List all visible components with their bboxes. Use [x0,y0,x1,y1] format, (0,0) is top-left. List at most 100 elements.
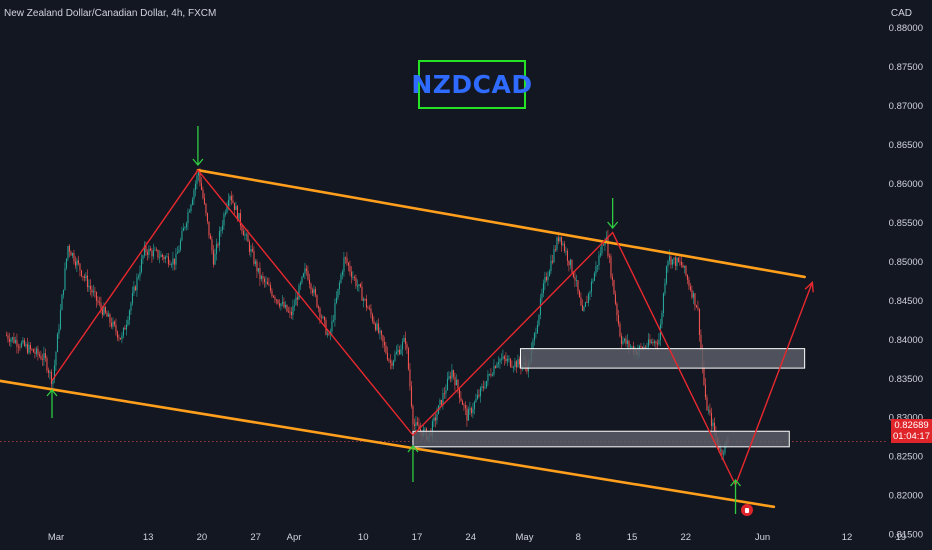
candle-body [272,296,275,297]
candle-body [653,341,656,344]
candle-body [578,290,581,298]
candle-body [304,268,306,274]
candle-body [13,337,15,343]
candle-body [484,387,486,389]
candle-body [155,249,158,251]
candle-body [196,175,198,184]
candle-body [541,293,543,299]
candle-body [229,196,231,200]
candle-body [118,337,120,339]
candle-body [539,298,542,315]
candle-body [695,305,698,308]
candle-body [76,260,78,266]
candle-body [503,356,506,359]
candle-body [722,453,725,455]
candle-body [16,340,18,347]
candle-body [587,293,590,303]
candle-body [431,421,434,436]
candle-body [130,303,132,311]
candle-body [460,397,462,401]
candle-body [667,260,669,267]
candle-body [70,251,72,256]
candle-body [287,311,290,313]
candle-body [187,212,189,224]
candle-body [8,339,11,342]
candle-body [553,249,555,263]
candle-body [704,384,707,398]
candle-body [350,271,353,278]
candle-body [278,303,281,307]
candle-body [668,256,671,261]
candle-body [379,330,381,333]
candle-body [344,257,347,259]
candle-body [383,341,386,346]
candle-body [250,249,252,252]
candle-body [466,408,468,421]
candle-body [145,245,147,252]
candle-body [352,277,354,278]
candle-body [251,249,254,252]
candle-body [152,250,155,257]
candle-body [544,277,546,284]
candle-body [526,365,528,372]
candle-body [358,284,360,286]
candle-body [133,286,135,294]
candle-body [284,304,287,308]
candle-body [226,205,228,213]
y-tick-label: 0.86000 [889,179,923,190]
candle-body [619,323,621,337]
candle-body [14,340,17,343]
candle-body [203,198,206,204]
candle-body [395,351,398,355]
candle-body [397,349,399,352]
candle-body [652,342,654,344]
candle-body [107,314,110,317]
candle-body [599,253,602,256]
signal-arrowhead [192,158,204,167]
last-price-tag: 0.82689 01:04:17 [891,419,932,443]
candle-body [94,291,96,293]
candle-body [457,379,459,390]
candle-body [224,212,227,215]
candle-body [692,293,695,298]
candle-body [337,288,339,298]
candle-body [173,258,176,265]
candle-body [95,291,98,301]
candle-body [52,379,54,385]
candle-body [256,261,258,272]
candle-body [703,366,705,385]
candle-body [364,298,366,300]
candle-body [601,244,603,254]
candle-body [452,370,455,377]
candle-body [473,402,476,409]
candle-body [536,324,539,334]
candle-body [440,400,443,405]
candle-body [356,285,359,287]
candle-body [496,364,498,368]
candle-body [533,333,536,341]
candle-body [494,366,497,368]
candle-body [169,264,171,265]
candle-body [719,449,722,451]
candle-body [160,254,162,257]
candle-body [103,306,105,315]
economic-event-icon[interactable] [741,504,753,516]
candle-body [64,268,66,290]
candle-body [563,243,566,251]
x-tick-label: 24 [465,532,476,543]
candle-body [253,251,255,264]
candle-body [626,340,629,344]
candle-body [334,302,336,321]
candle-body [613,280,615,295]
candle-body [469,408,471,410]
candle-body [677,257,680,262]
candle-body [247,234,249,242]
candle-body [674,257,677,266]
candle-body [413,424,416,426]
candle-body [182,228,185,232]
candle-body [122,327,125,336]
candle-body [554,249,557,250]
candle-body [698,308,701,335]
candle-body [274,296,276,300]
